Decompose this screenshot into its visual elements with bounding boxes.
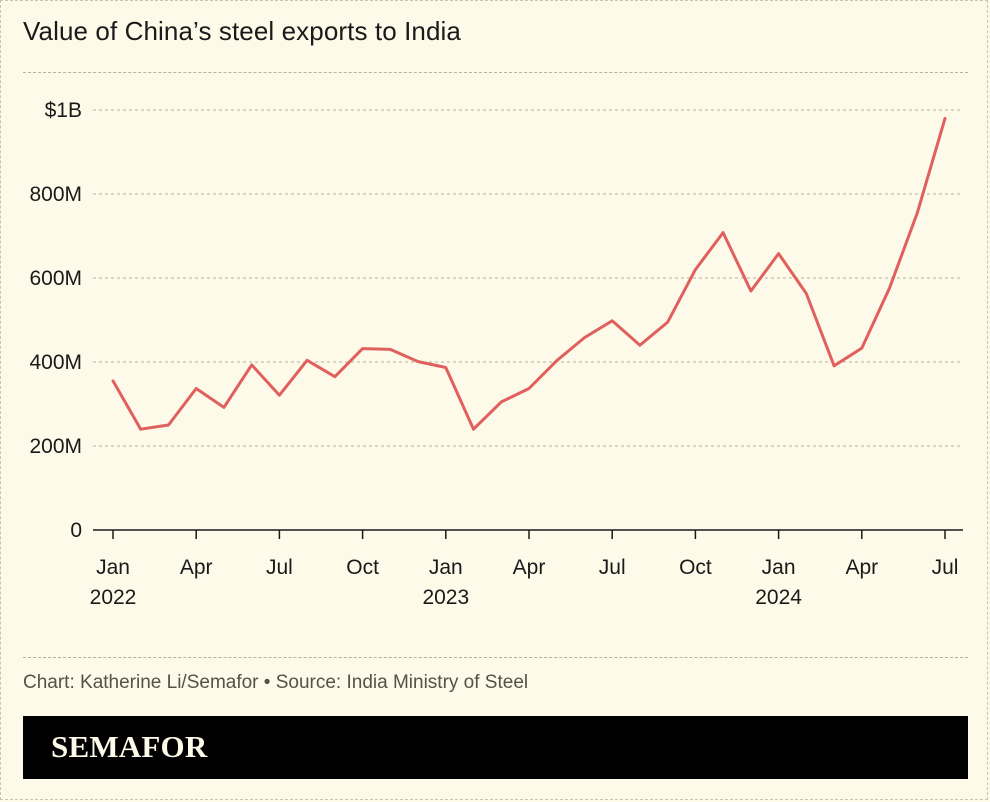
chart-title: Value of China’s steel exports to India xyxy=(23,16,461,46)
x-tick-label: Jan xyxy=(429,556,463,579)
x-tick-label: Jan xyxy=(762,556,796,579)
y-tick-label: 600M xyxy=(29,267,82,290)
semafor-logo: SEMAFOR xyxy=(51,729,208,764)
y-tick-label: 0 xyxy=(70,519,82,542)
y-tick-label: 400M xyxy=(29,351,82,374)
x-tick-label: Jul xyxy=(266,556,293,579)
x-tick-label: Oct xyxy=(346,556,379,579)
y-tick-label: $1B xyxy=(45,99,82,122)
x-tick-year-label: 2023 xyxy=(422,586,469,609)
x-tick-label: Jul xyxy=(932,556,959,579)
x-tick-label: Apr xyxy=(180,556,213,579)
y-axis-ticks: 0 200M 400M 600M 800M $1B xyxy=(29,99,82,542)
x-tick-label: Jul xyxy=(599,556,626,579)
x-tick-label: Jan xyxy=(96,556,130,579)
x-tick-label: Apr xyxy=(513,556,546,579)
x-tick-label: Oct xyxy=(679,556,712,579)
series-line xyxy=(111,116,947,431)
y-tick-label: 800M xyxy=(29,183,82,206)
bottom-divider xyxy=(23,657,968,658)
top-divider xyxy=(23,72,968,73)
footer-bar: SEMAFOR xyxy=(23,716,968,779)
y-tick-label: 200M xyxy=(29,435,82,458)
x-tick-label: Apr xyxy=(845,556,878,579)
chart-credit: Chart: Katherine Li/Semafor • Source: In… xyxy=(23,672,529,693)
grid-lines xyxy=(93,109,963,447)
x-tick-year-label: 2022 xyxy=(90,586,137,609)
series-group xyxy=(111,116,947,431)
x-axis: Jan 2022 Apr Jul Oct Jan 2023 Apr Jul Oct Jan 2024 A… xyxy=(90,529,963,609)
x-tick-year-label: 2024 xyxy=(755,586,802,609)
